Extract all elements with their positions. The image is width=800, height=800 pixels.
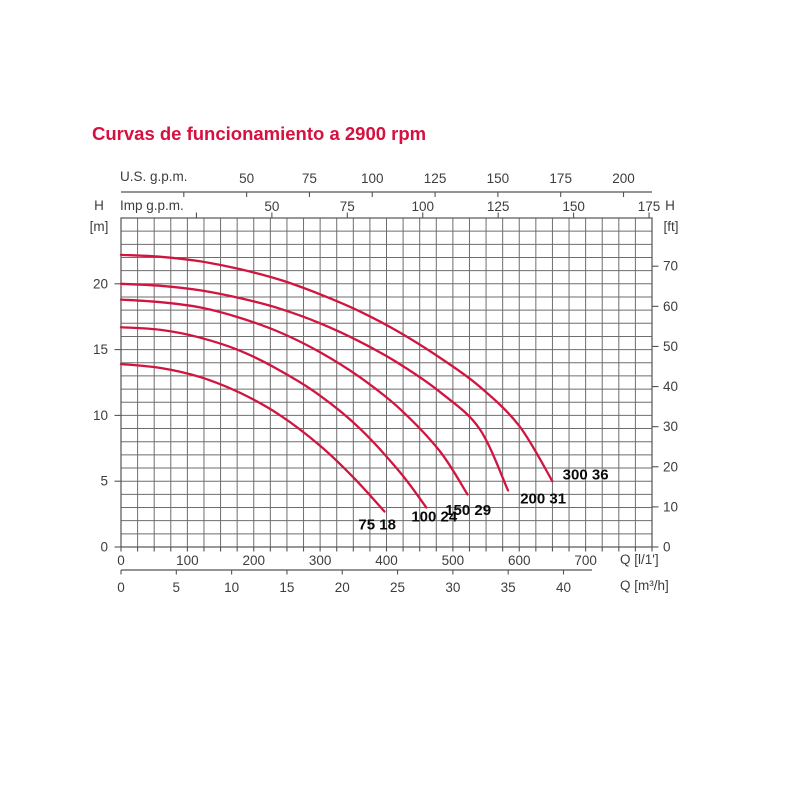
tick-label: 20 xyxy=(335,580,350,595)
pump-curve-200-31 xyxy=(119,282,510,492)
head-unit-label-feet: [ft] xyxy=(663,219,679,234)
tick-label: 175 xyxy=(638,199,661,214)
flow-unit-label-m3-per-hour: Q [m³/h] xyxy=(620,578,669,593)
tick-label: 400 xyxy=(375,553,398,568)
tick-label: 150 xyxy=(487,171,510,186)
curve-label-75-18: 75 18 xyxy=(358,517,396,534)
head-axis-label-left: H xyxy=(94,198,104,213)
us-gpm-axis: 50 75 100 125 150 175 200 xyxy=(121,171,652,197)
tick-label: 600 xyxy=(508,553,531,568)
tick-label: 0 xyxy=(117,553,125,568)
tick-label: 0 xyxy=(663,540,671,555)
tick-label: 75 xyxy=(340,199,355,214)
tick-label: 50 xyxy=(663,339,678,354)
h-m-axis: 0 5 10 15 20 xyxy=(93,276,121,555)
tick-label: 25 xyxy=(390,580,405,595)
tick-label: 15 xyxy=(279,580,294,595)
curve-label-200-31: 200 31 xyxy=(520,490,566,507)
tick-label: 0 xyxy=(117,580,125,595)
tick-label: 35 xyxy=(501,580,516,595)
imp-gpm-axis-label: Imp g.p.m. xyxy=(120,198,184,213)
pump-curve-300-36 xyxy=(119,253,554,483)
tick-label: 50 xyxy=(264,199,279,214)
us-gpm-axis-label: U.S. g.p.m. xyxy=(120,169,188,184)
imp-gpm-axis: 50 75 100 125 150 175 xyxy=(195,199,661,218)
tick-label: 0 xyxy=(100,540,108,555)
tick-label: 10 xyxy=(224,580,239,595)
pump-curve-100-24 xyxy=(119,326,428,509)
curve-label-150-29: 150 29 xyxy=(445,502,491,519)
flow-unit-label-liters-per-min: Q [l/1'] xyxy=(620,552,659,567)
tick-label: 100 xyxy=(361,171,384,186)
tick-label: 100 xyxy=(411,199,434,214)
tick-label: 40 xyxy=(556,580,571,595)
tick-label: 500 xyxy=(442,553,465,568)
head-axis-label-right: H xyxy=(665,198,675,213)
tick-label: 20 xyxy=(663,459,678,474)
tick-label: 30 xyxy=(445,580,460,595)
tick-label: 15 xyxy=(93,342,108,357)
tick-label: 150 xyxy=(562,199,585,214)
pump-curve-75-18 xyxy=(119,362,386,513)
curve-label-100-24: 100 24 xyxy=(411,509,458,526)
tick-label: 100 xyxy=(176,553,199,568)
tick-label: 30 xyxy=(663,419,678,434)
head-unit-label-meters: [m] xyxy=(89,219,109,234)
tick-label: 175 xyxy=(549,171,572,186)
tick-label: 20 xyxy=(93,276,108,291)
tick-label: 200 xyxy=(242,553,265,568)
tick-label: 125 xyxy=(424,171,447,186)
l-per-min-axis: 0 100 200 300 400 500 600 700 xyxy=(117,547,653,568)
tick-label: 125 xyxy=(487,199,510,214)
tick-label: 60 xyxy=(663,299,678,314)
grid-lines xyxy=(120,217,653,548)
pump-curve-150-29 xyxy=(119,298,469,496)
tick-label: 300 xyxy=(309,553,332,568)
tick-label: 5 xyxy=(100,474,108,489)
curve-label-300-36: 300 36 xyxy=(563,467,609,484)
tick-label: 700 xyxy=(574,553,597,568)
tick-label: 200 xyxy=(612,171,635,186)
page-title: Curvas de funcionamiento a 2900 rpm xyxy=(92,123,427,144)
h-ft-axis: 0 10 20 30 40 50 60 70 xyxy=(652,259,678,555)
tick-label: 40 xyxy=(663,379,678,394)
tick-label: 50 xyxy=(239,171,254,186)
tick-label: 70 xyxy=(663,259,678,274)
tick-label: 10 xyxy=(663,499,678,514)
tick-label: 75 xyxy=(302,171,317,186)
tick-label: 10 xyxy=(93,408,108,423)
tick-label: 5 xyxy=(173,580,181,595)
m3-per-h-axis: 0 5 10 15 20 25 30 35 40 xyxy=(117,569,592,595)
